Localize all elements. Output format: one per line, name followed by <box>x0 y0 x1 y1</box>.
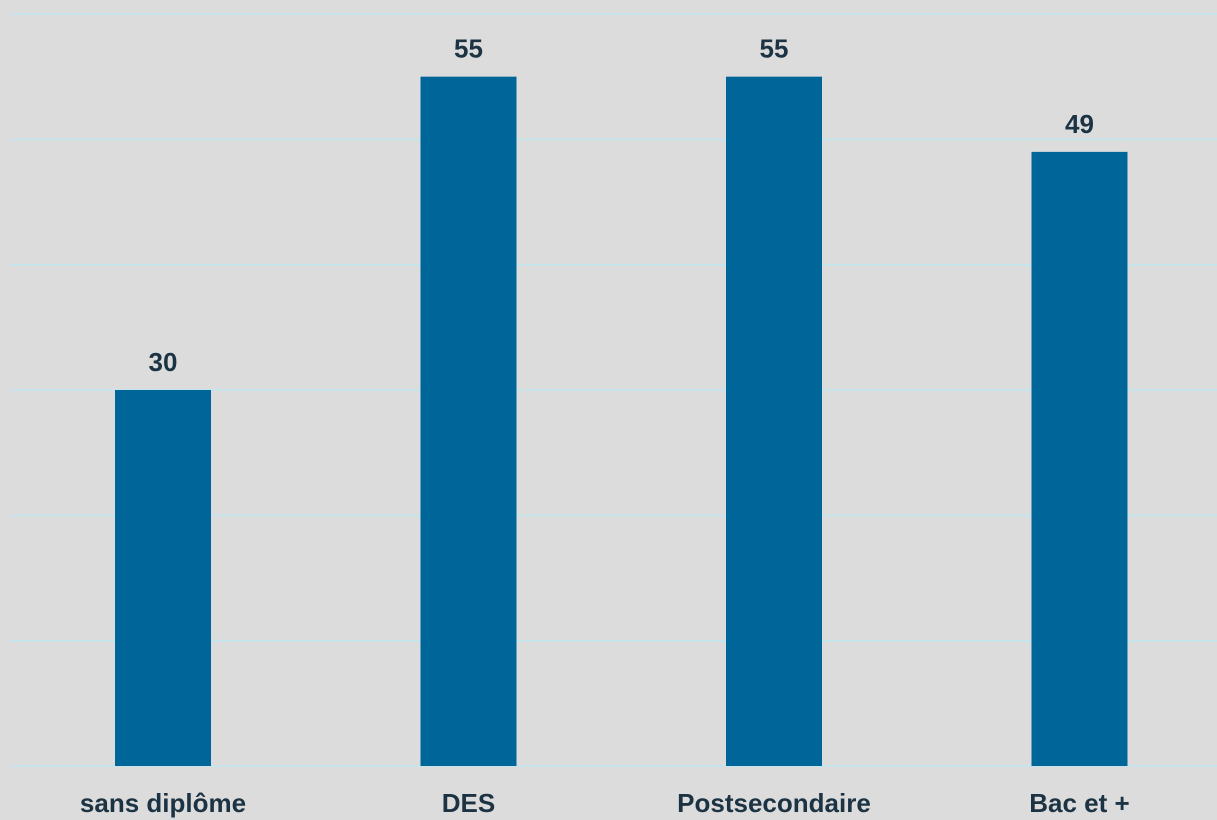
bar <box>115 390 211 766</box>
x-axis-tick-labels: sans diplôme DES Postsecondaire Bac et + <box>80 788 1130 818</box>
x-tick-label: DES <box>442 788 495 818</box>
bar-value-label: 49 <box>1065 109 1094 139</box>
gridlines <box>10 13 1217 767</box>
x-tick-label: sans diplôme <box>80 788 246 818</box>
bar <box>420 76 517 766</box>
x-tick-label: Bac et + <box>1029 788 1129 818</box>
bars <box>115 76 1128 766</box>
x-tick-label: Postsecondaire <box>677 788 871 818</box>
bar-value-label: 30 <box>149 347 178 377</box>
bar-value-label: 55 <box>760 34 789 64</box>
bar <box>726 76 822 766</box>
bar <box>1031 151 1128 766</box>
bar-value-label: 55 <box>454 34 483 64</box>
data-labels: 30 55 55 49 <box>149 34 1094 377</box>
